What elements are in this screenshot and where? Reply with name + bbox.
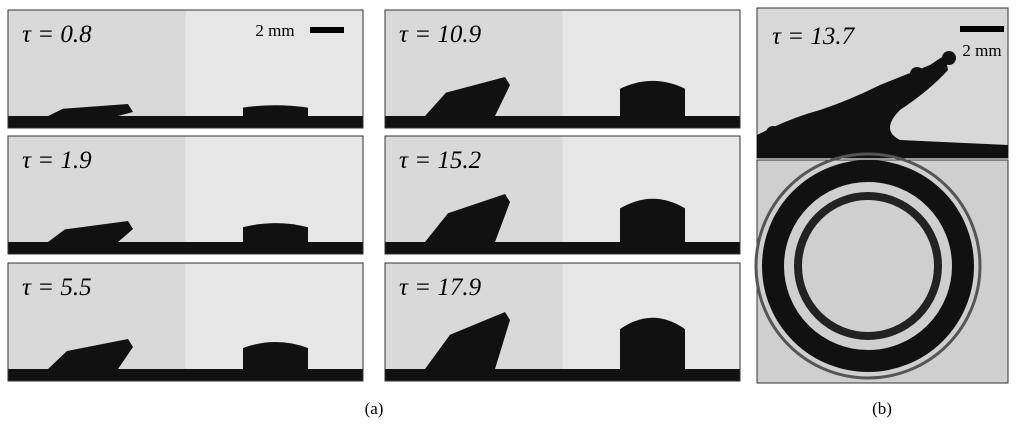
splash-front [243, 223, 308, 242]
scale-label: 2 mm [255, 21, 294, 40]
tau-label: τ = 13.7 [772, 23, 856, 50]
panel: τ = 17.9 [385, 263, 740, 381]
droplet [942, 51, 956, 65]
tau-label: τ = 15.2 [399, 147, 481, 174]
scale-bar [310, 27, 344, 33]
droplet [872, 93, 886, 107]
panel: τ = 0.8 [8, 10, 363, 128]
panel: τ = 10.9 [385, 10, 740, 128]
tau-label: τ = 0.8 [22, 21, 92, 48]
substrate [385, 116, 740, 128]
scale-label: 2 mm [962, 41, 1001, 60]
substrate [385, 369, 740, 381]
caption: (b) [872, 399, 892, 418]
splash-front [620, 199, 685, 242]
panel-b: τ = 13.7 2 mm [756, 8, 1008, 383]
scale-bar [960, 26, 1004, 32]
caption: (a) [365, 399, 384, 418]
droplet [766, 126, 780, 140]
tau-label: τ = 5.5 [22, 274, 92, 301]
tau-label: τ = 1.9 [22, 147, 92, 174]
panel: τ = 15.2 [385, 136, 740, 254]
splash-front [243, 105, 308, 116]
tau-label: τ = 17.9 [399, 274, 482, 301]
panel: τ = 1.9 [8, 136, 363, 254]
splash-front [620, 318, 685, 369]
substrate [8, 369, 363, 381]
splash-front [620, 81, 685, 116]
panel: τ = 5.5 [8, 263, 363, 381]
droplet [910, 67, 924, 81]
splash-front [243, 342, 308, 369]
substrate [385, 242, 740, 254]
figure: τ = 13.7 2 mm (a) (b) τ = 0.8 τ = 1.9 τ = … [0, 0, 1019, 427]
substrate [8, 242, 363, 254]
tau-label: τ = 10.9 [399, 21, 482, 48]
substrate [8, 116, 363, 128]
